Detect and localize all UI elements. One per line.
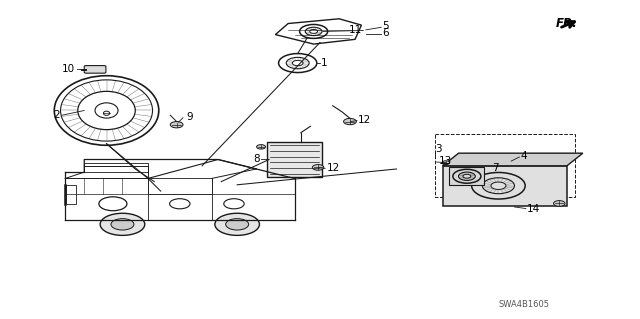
Circle shape	[442, 161, 450, 165]
Bar	[435, 134, 575, 197]
Circle shape	[257, 145, 266, 149]
Circle shape	[312, 165, 324, 170]
Text: 9: 9	[186, 112, 193, 122]
Text: 3: 3	[435, 145, 442, 154]
Text: 12: 12	[326, 163, 340, 173]
Text: 6: 6	[383, 28, 389, 38]
FancyBboxPatch shape	[84, 66, 106, 73]
Bar	[268, 142, 321, 177]
Text: 11: 11	[349, 26, 362, 35]
Text: 8: 8	[253, 153, 259, 164]
Text: 2: 2	[53, 110, 60, 120]
Text: 12: 12	[358, 115, 371, 125]
Circle shape	[100, 213, 145, 235]
Polygon shape	[443, 153, 583, 166]
Text: 7: 7	[492, 163, 499, 173]
Bar	[443, 166, 567, 206]
Bar	[449, 167, 484, 185]
Circle shape	[344, 118, 356, 125]
Bar	[67, 185, 76, 204]
Text: 1: 1	[321, 58, 328, 68]
Text: 5: 5	[383, 21, 389, 31]
Text: 14: 14	[527, 204, 540, 213]
Circle shape	[215, 213, 259, 235]
Circle shape	[111, 219, 134, 230]
Text: 4: 4	[521, 151, 527, 161]
Text: 10: 10	[61, 64, 75, 74]
Circle shape	[170, 122, 183, 128]
Text: SWA4B1605: SWA4B1605	[499, 300, 549, 309]
Circle shape	[226, 219, 248, 230]
Text: 13: 13	[438, 156, 452, 166]
Text: FR.: FR.	[556, 17, 577, 30]
Circle shape	[554, 201, 565, 206]
